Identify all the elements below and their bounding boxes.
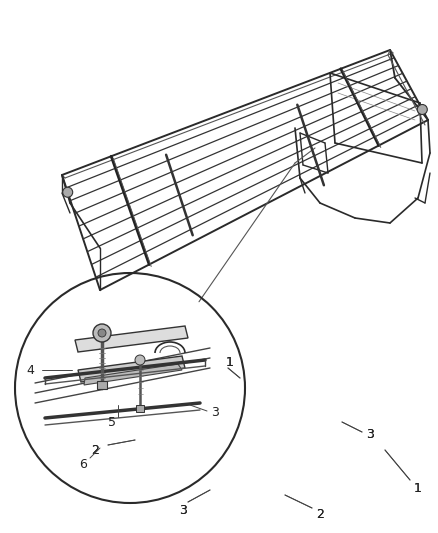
Circle shape bbox=[417, 104, 427, 115]
Text: 3: 3 bbox=[211, 407, 219, 419]
Circle shape bbox=[98, 329, 106, 337]
Text: 3: 3 bbox=[179, 504, 187, 516]
Text: 2: 2 bbox=[91, 443, 99, 456]
Circle shape bbox=[63, 187, 73, 197]
Text: 5: 5 bbox=[108, 416, 116, 430]
Text: 1: 1 bbox=[414, 481, 422, 495]
FancyBboxPatch shape bbox=[136, 405, 144, 412]
Circle shape bbox=[135, 355, 145, 365]
Text: 1: 1 bbox=[414, 481, 422, 495]
Text: 2: 2 bbox=[91, 443, 99, 456]
Polygon shape bbox=[78, 356, 185, 382]
Text: 4: 4 bbox=[26, 364, 34, 376]
Text: 1: 1 bbox=[226, 356, 234, 368]
Text: 3: 3 bbox=[179, 504, 187, 516]
Text: 2: 2 bbox=[316, 508, 324, 521]
Text: 6: 6 bbox=[79, 458, 87, 472]
Polygon shape bbox=[75, 326, 188, 352]
Polygon shape bbox=[84, 364, 182, 385]
FancyBboxPatch shape bbox=[97, 381, 107, 389]
Text: 2: 2 bbox=[316, 508, 324, 521]
Circle shape bbox=[93, 324, 111, 342]
Text: 3: 3 bbox=[366, 429, 374, 441]
Text: 1: 1 bbox=[226, 356, 234, 368]
Text: 3: 3 bbox=[366, 429, 374, 441]
